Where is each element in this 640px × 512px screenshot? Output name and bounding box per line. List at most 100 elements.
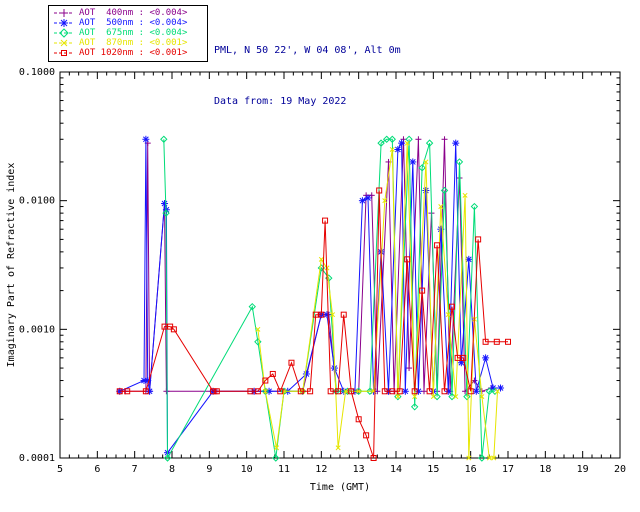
marker-square: [389, 388, 396, 395]
marker-x: [430, 394, 436, 400]
x-tick-label: 15: [427, 464, 439, 475]
marker-diamond: [455, 158, 464, 166]
marker-square: [327, 388, 334, 395]
marker-diamond: [405, 135, 413, 143]
marker-x: [453, 394, 459, 400]
x-tick-label: 8: [169, 464, 175, 475]
marker-square: [482, 338, 489, 345]
x-tick-label: 11: [278, 464, 290, 475]
marker-square: [318, 311, 325, 318]
legend-item: AOT 870nm : <0.001>: [53, 38, 203, 48]
site-info-line: PML, N 50 22', W 04 08', Alt 0m: [214, 45, 401, 56]
marker-square: [411, 388, 418, 395]
marker-asterisk: [482, 355, 489, 361]
x-tick-label: 12: [315, 464, 327, 475]
marker-square: [210, 388, 217, 395]
marker-square: [213, 388, 220, 395]
marker-diamond: [440, 186, 449, 195]
marker-diamond: [160, 135, 168, 143]
marker-x: [356, 388, 362, 394]
marker-asterisk: [458, 359, 465, 366]
marker-diamond: [433, 392, 441, 401]
marker-x: [491, 455, 497, 461]
marker-square: [322, 217, 329, 224]
marker-square: [161, 323, 168, 330]
marker-x: [318, 256, 324, 262]
marker-square: [376, 187, 383, 194]
marker-diamond: [470, 202, 479, 211]
marker-diamond: [425, 139, 434, 147]
marker-asterisk: [161, 200, 168, 207]
marker-square: [505, 338, 511, 345]
marker-asterisk: [452, 140, 459, 147]
marker-diamond: [377, 139, 385, 147]
series-line-aot-870nm: [257, 143, 498, 459]
marker-x: [445, 312, 451, 318]
marker-square: [116, 388, 123, 395]
marker-square: [340, 311, 347, 318]
legend-line-sample: [54, 19, 74, 27]
x-tick-label: 18: [539, 464, 551, 475]
legend-line-sample: [54, 28, 74, 38]
marker-square: [312, 311, 319, 318]
legend-item: AOT 400nm : <0.004>: [53, 8, 203, 18]
marker-asterisk: [365, 195, 371, 201]
x-axis-title: Time (GMT): [310, 482, 370, 493]
marker-x: [395, 394, 401, 400]
x-tick-label: 5: [57, 464, 63, 475]
x-tick-label: 14: [390, 464, 402, 475]
marker-diamond: [394, 392, 402, 401]
marker-x: [495, 388, 501, 394]
marker-x: [466, 455, 472, 461]
legend-label: AOT 400nm : <0.004>: [79, 8, 188, 18]
marker-diamond: [163, 454, 172, 462]
marker-x: [462, 192, 468, 198]
marker-square: [396, 388, 403, 395]
y-tick-label: 0.0100: [19, 196, 55, 207]
marker-diamond: [448, 392, 456, 401]
marker-diamond: [343, 387, 352, 395]
y-tick-label: 0.0001: [19, 453, 55, 464]
header-block: PML, N 50 22', W 04 08', Alt 0m Data fro…: [214, 8, 401, 144]
marker-square: [297, 388, 304, 395]
marker-diamond: [272, 454, 280, 462]
marker-asterisk: [465, 256, 472, 263]
marker-x: [382, 198, 388, 204]
marker-square: [335, 388, 342, 395]
marker-x: [335, 445, 341, 451]
x-tick-label: 7: [132, 464, 138, 475]
marker-square: [254, 388, 261, 395]
marker-diamond: [162, 209, 170, 217]
marker-square: [426, 388, 433, 395]
x-tick-label: 17: [502, 464, 514, 475]
marker-square: [370, 455, 377, 461]
marker-diamond: [463, 392, 471, 401]
date-info-line: Data from: 19 May 2022: [214, 96, 347, 107]
marker-diamond: [478, 454, 486, 462]
marker-square: [493, 338, 500, 345]
marker-asterisk: [142, 136, 149, 143]
x-tick-label: 19: [577, 464, 589, 475]
marker-asterisk: [398, 140, 405, 147]
legend-item: AOT 675nm : <0.004>: [53, 28, 203, 38]
legend-label: AOT 500nm : <0.004>: [79, 18, 188, 28]
legend-label: AOT 1020nm : <0.001>: [79, 48, 188, 58]
marker-diamond: [261, 387, 270, 395]
marker-square: [441, 388, 448, 395]
marker-diamond: [388, 135, 396, 143]
y-tick-label: 0.0010: [19, 324, 55, 335]
marker-x: [255, 326, 261, 332]
marker-x: [486, 455, 492, 461]
legend-item: AOT 500nm : <0.004>: [53, 18, 203, 28]
legend-label: AOT 870nm : <0.001>: [79, 38, 188, 48]
marker-diamond: [382, 135, 391, 143]
x-tick-label: 10: [241, 464, 253, 475]
marker-square: [419, 287, 426, 294]
marker-x: [479, 394, 485, 400]
series-line-aot-400nm: [119, 139, 501, 393]
legend-box: AOT 400nm : <0.004> AOT 500nm : <0.004> AO…: [48, 5, 208, 62]
marker-square: [404, 256, 411, 263]
marker-diamond: [418, 164, 426, 172]
marker-square: [307, 388, 314, 395]
